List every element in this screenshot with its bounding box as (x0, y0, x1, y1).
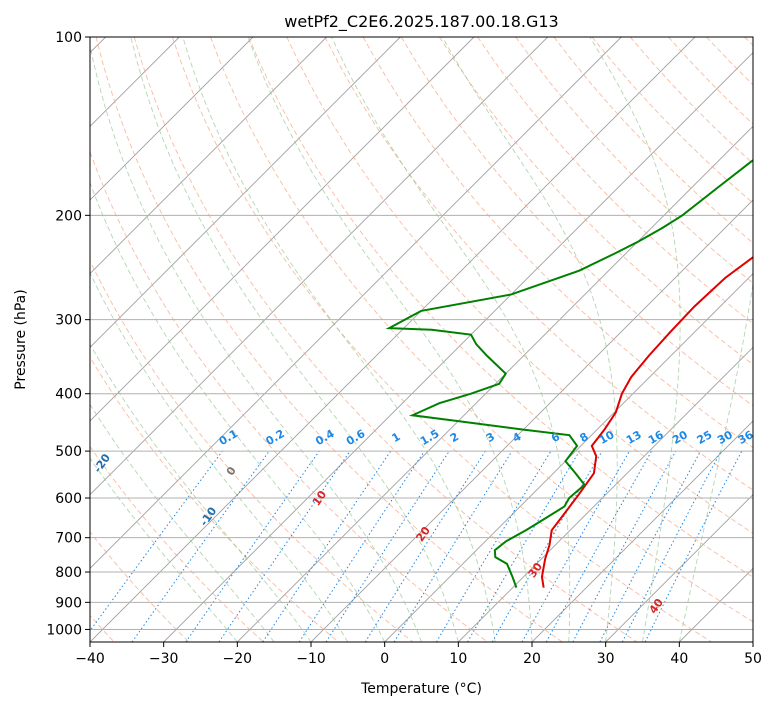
isotherm-line (237, 125, 753, 642)
moist-adiabat-line (90, 181, 386, 642)
mixing-ratio-line (393, 450, 513, 642)
isotherm-line (531, 420, 753, 642)
y-tick-label: 300 (55, 313, 82, 329)
moist-adiabat-line (331, 37, 571, 642)
dry-adiabat-line (248, 37, 753, 578)
isotherm-line (605, 494, 753, 642)
mixing-ratio-line (325, 450, 450, 642)
y-tick-label: 200 (55, 208, 82, 224)
y-tick-label: 400 (55, 387, 82, 403)
moist-adiabat-line (90, 457, 238, 642)
y-axis-title: Pressure (hPa) (13, 289, 29, 389)
x-axis: −40 −30 −20 −10 0 10 20 30 40 50 (75, 642, 762, 667)
dry-adiabat-line (286, 37, 753, 534)
isotherm-line (90, 37, 475, 422)
moist-adiabat-line (90, 343, 312, 642)
isotherm-line (90, 37, 254, 201)
isotherm-line (458, 346, 753, 642)
x-tick-label: −40 (75, 651, 105, 667)
dry-adiabat-line (133, 37, 638, 642)
y-tick-label: 100 (55, 30, 82, 46)
plot-background (90, 37, 753, 642)
chart-title: wetPf2_C2E6.2025.187.00.18.G13 (284, 12, 558, 32)
mixing-ratio-label: 36 (736, 428, 756, 447)
y-tick-label: 700 (55, 531, 82, 547)
y-tick-label: 600 (55, 491, 82, 507)
mixing-ratio-line (545, 450, 653, 642)
moist-adiabat-line (247, 37, 533, 642)
isotherm-line (752, 641, 753, 642)
mixing-ratio-line (218, 450, 351, 642)
x-tick-label: 30 (597, 651, 615, 667)
moist-adiabat-line (90, 43, 422, 642)
isotherm-line (384, 273, 753, 642)
mixing-ratio-line (521, 450, 630, 642)
x-tick-label: −20 (223, 651, 253, 667)
x-tick-label: 0 (380, 651, 389, 667)
temperature-profile (540, 256, 753, 588)
mixing-ratio-line (90, 450, 223, 632)
isotherm-line (90, 37, 548, 496)
dry-adiabat-line (90, 150, 489, 642)
plot-frame (89, 36, 754, 643)
isotherm-line (163, 52, 753, 642)
moist-adiabat-line (130, 37, 459, 642)
y-axis: 100 200 300 400 500 600 700 800 900 1000 (46, 30, 90, 638)
x-tick-label: 20 (523, 651, 541, 667)
moist-adiabat-line (678, 281, 753, 642)
mixing-ratio-line (131, 450, 270, 642)
isotherm-line (90, 37, 622, 569)
moist-adiabat-line (441, 37, 618, 642)
moist-adiabat-line (589, 37, 681, 642)
moist-adiabat-line (182, 37, 496, 642)
moist-adiabat-line (90, 403, 275, 642)
dry-adiabat-line (324, 37, 753, 491)
mixing-ratio-line (298, 450, 425, 642)
y-tick-label: 800 (55, 565, 82, 581)
y-tick-label: 1000 (46, 622, 82, 638)
x-tick-label: 40 (670, 651, 688, 667)
mixing-ratio-line (644, 450, 743, 642)
x-tick-label: 50 (744, 651, 762, 667)
mixing-ratio-line (572, 450, 677, 642)
y-tick-label: 500 (55, 444, 82, 460)
mixing-ratio-line (262, 450, 392, 642)
y-tick-label: 900 (55, 595, 82, 611)
dry-adiabat-label: -30 (0, 398, 20, 422)
isotherm-line (90, 37, 327, 275)
x-tick-label: 10 (449, 651, 467, 667)
x-tick-label: −10 (296, 651, 326, 667)
moist-adiabat-line (90, 271, 349, 642)
isotherm-line (90, 37, 401, 348)
x-tick-label: −30 (149, 651, 179, 667)
dewpoint-profile (385, 159, 753, 588)
mixing-ratio-line (185, 450, 320, 642)
x-axis-title: Temperature (°C) (360, 681, 482, 697)
profile-lines (385, 159, 753, 588)
